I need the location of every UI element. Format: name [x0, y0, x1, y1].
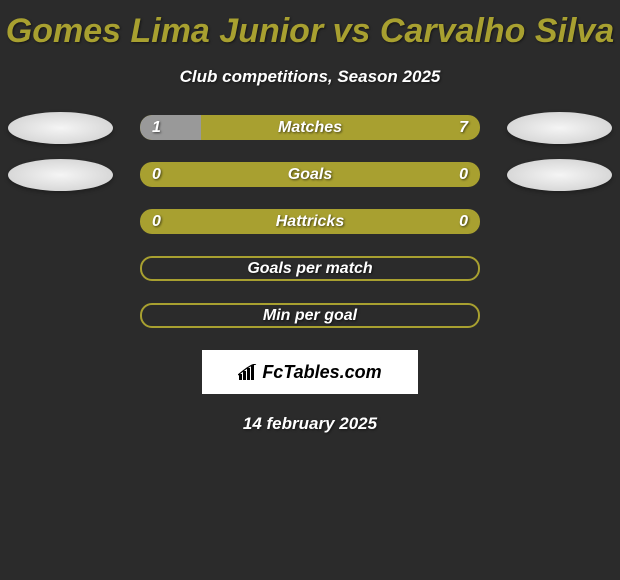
stat-row: 0 Goals 0 — [0, 162, 620, 187]
stat-label: Goals — [288, 166, 332, 184]
stat-label: Min per goal — [263, 307, 357, 325]
stat-value-right: 0 — [459, 213, 468, 231]
logo-text: FcTables.com — [262, 362, 381, 383]
stat-row: 0 Hattricks 0 — [0, 209, 620, 234]
stat-bar: Min per goal — [140, 303, 480, 328]
player-right-badge — [507, 159, 612, 191]
logo-box: FcTables.com — [202, 350, 418, 394]
stat-value-right: 0 — [459, 166, 468, 184]
stat-label: Goals per match — [247, 260, 372, 278]
page-title: Gomes Lima Junior vs Carvalho Silva — [0, 0, 620, 51]
subtitle: Club competitions, Season 2025 — [0, 67, 620, 87]
stat-row: Min per goal — [0, 303, 620, 328]
player-left-badge — [8, 159, 113, 191]
logo: FcTables.com — [238, 362, 381, 383]
stat-bar: Goals per match — [140, 256, 480, 281]
stat-value-left: 0 — [152, 166, 161, 184]
stat-value-right: 7 — [459, 119, 468, 137]
stat-bar: 0 Hattricks 0 — [140, 209, 480, 234]
player-right-badge — [507, 112, 612, 144]
stats-container: 1 Matches 7 0 Goals 0 0 Hattricks 0 Goals per mat… — [0, 115, 620, 328]
stat-value-left: 0 — [152, 213, 161, 231]
stat-label: Hattricks — [276, 213, 344, 231]
stat-bar: 1 Matches 7 — [140, 115, 480, 140]
stat-bar: 0 Goals 0 — [140, 162, 480, 187]
stat-row: Goals per match — [0, 256, 620, 281]
bar-fill-left — [140, 115, 201, 140]
stat-label: Matches — [278, 119, 342, 137]
date-text: 14 february 2025 — [0, 414, 620, 434]
stat-row: 1 Matches 7 — [0, 115, 620, 140]
chart-icon — [238, 364, 258, 380]
player-left-badge — [8, 112, 113, 144]
stat-value-left: 1 — [152, 119, 161, 137]
